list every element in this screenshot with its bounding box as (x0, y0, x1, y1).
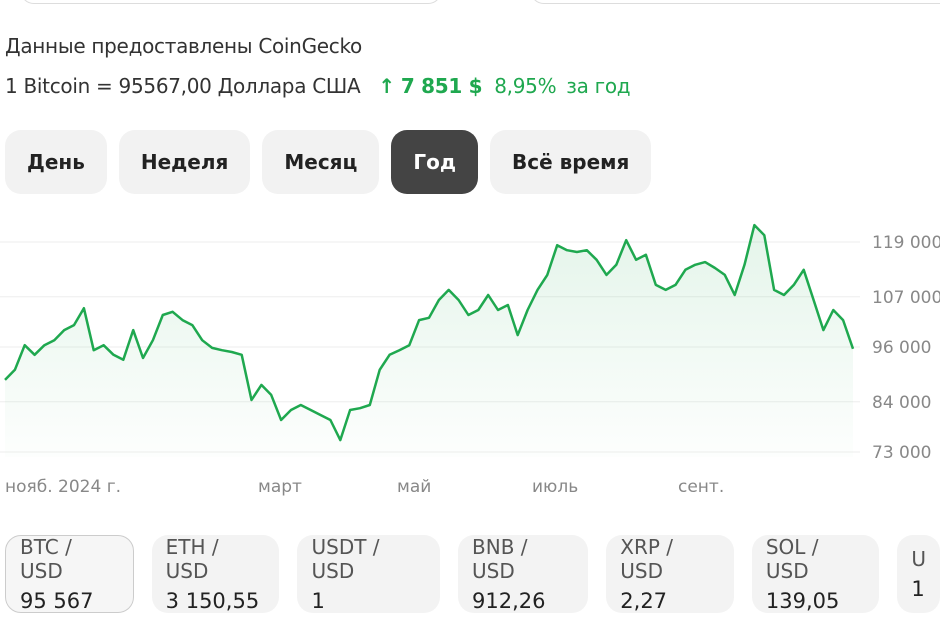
search-field-left[interactable] (20, 0, 442, 4)
ticker-list: BTC / USD 95 567 ETH / USD 3 150,55 USDT /… (5, 535, 940, 613)
ticker-label: XRP / USD (620, 535, 674, 583)
search-field-right[interactable] (530, 0, 940, 4)
ticker-label: BTC / USD (20, 535, 72, 583)
data-source-text: Данные предоставлены CoinGecko (5, 34, 362, 58)
tab-year[interactable]: Год (391, 130, 478, 194)
y-tick-label: 96 000 (872, 338, 931, 358)
ticker-value: 1 (311, 589, 325, 613)
x-tick-label: нояб. 2024 г. (5, 477, 121, 497)
ticker-card-sol[interactable]: SOL / USD 139,05 (751, 535, 880, 613)
ticker-card-usdt[interactable]: USDT / USD 1 (297, 535, 441, 613)
tab-day[interactable]: День (5, 130, 107, 194)
arrow-up-icon: ↑ (378, 74, 395, 98)
ticker-card-bnb[interactable]: BNB / USD 912,26 (458, 535, 589, 613)
ticker-value: 2,27 (620, 589, 668, 613)
ticker-card-btc[interactable]: BTC / USD 95 567 (5, 535, 134, 613)
ticker-label: SOL / USD (765, 535, 819, 583)
y-tick-label: 73 000 (872, 443, 931, 463)
x-tick-label: сент. (678, 477, 724, 497)
ticker-card-eth[interactable]: ETH / USD 3 150,55 (151, 535, 280, 613)
ticker-label: ETH / USD (165, 535, 219, 583)
ticker-card-xrp[interactable]: XRP / USD 2,27 (606, 535, 734, 613)
price-line (4, 223, 855, 442)
tab-month[interactable]: Месяц (262, 130, 380, 194)
ticker-label: U (911, 547, 927, 571)
ticker-label: USDT / USD (311, 535, 380, 583)
price-chart[interactable]: 119 000 107 000 96 000 84 000 73 000 нояб. 2… (0, 205, 940, 505)
tab-all-time[interactable]: Всё время (490, 130, 652, 194)
rate-change: 7 851 $ (400, 74, 483, 98)
rate-percent: 8,95% (494, 74, 557, 98)
rate-period: за год (566, 74, 631, 98)
y-tick-label: 107 000 (872, 288, 940, 308)
ticker-value: 139,05 (765, 589, 840, 613)
x-tick-label: май (397, 477, 431, 497)
x-tick-label: март (258, 477, 302, 497)
ticker-value: 1 (911, 577, 925, 601)
ticker-label: BNB / USD (472, 535, 528, 583)
x-tick-label: июль (532, 477, 578, 497)
y-tick-label: 84 000 (872, 393, 931, 413)
period-tabs: День Неделя Месяц Год Всё время (5, 130, 652, 194)
rate-line: 1 Bitcoin = 95567,00 Доллара США ↑ 7 851… (5, 74, 631, 98)
y-tick-label: 119 000 (872, 233, 940, 253)
ticker-value: 912,26 (472, 589, 546, 613)
price-area (5, 225, 853, 457)
ticker-value: 3 150,55 (165, 589, 260, 613)
rate-text: 1 Bitcoin = 95567,00 Доллара США (5, 74, 361, 98)
ticker-value: 95 567 (20, 589, 94, 613)
tab-week[interactable]: Неделя (118, 130, 251, 194)
